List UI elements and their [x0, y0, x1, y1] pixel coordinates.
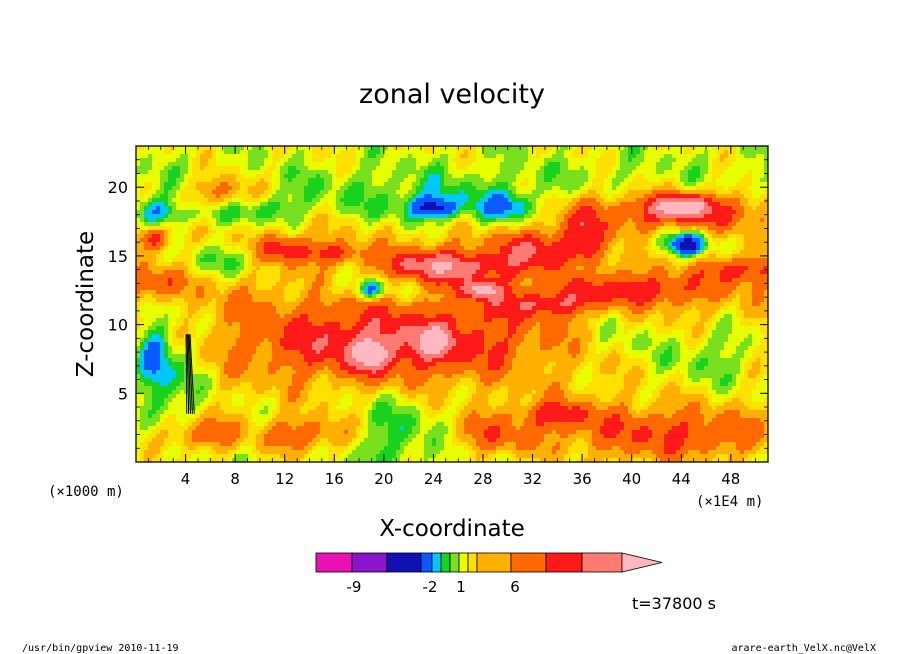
- colorbar-bin: [440, 552, 451, 573]
- y-tick-label: 15: [108, 247, 128, 266]
- colorbar: -9 -2 1 6: [315, 552, 663, 596]
- x-tick-label: 12: [275, 470, 294, 488]
- colorbar-tick-label: -9: [347, 578, 362, 596]
- colorbar-bin: [431, 552, 442, 573]
- x-tick-label: 48: [721, 470, 740, 488]
- chart-title: zonal velocity: [359, 79, 545, 110]
- footer-source-label: arare-earth_VelX.nc@VelX: [732, 643, 877, 654]
- footer-program-label: /usr/bin/gpview 2010-11-19: [22, 643, 179, 654]
- plot-frame: [135, 145, 769, 463]
- y-tick-label: 5: [118, 384, 128, 403]
- y-tick-label: 20: [108, 178, 128, 197]
- colorbar-tick-label: 1: [456, 578, 466, 596]
- colorbar-bin: [467, 552, 478, 573]
- x-tick-label: 8: [230, 470, 240, 488]
- x-axis-label: X-coordinate: [379, 516, 525, 542]
- colorbar-bin: [621, 552, 663, 573]
- time-label: t=37800 s: [632, 594, 716, 613]
- colorbar-bin: [545, 552, 583, 573]
- colorbar-bin: [315, 552, 353, 573]
- colorbar-tick-label: 6: [510, 578, 520, 596]
- colorbar-bin: [476, 552, 512, 573]
- x-tick-label: 32: [523, 470, 542, 488]
- x-tick-label: 16: [325, 470, 344, 488]
- y-tick-label: 10: [108, 316, 128, 335]
- x-tick-label: 28: [473, 470, 492, 488]
- colorbar-bin: [510, 552, 547, 573]
- x-tick-label: 4: [181, 470, 191, 488]
- x-axis-unit-right: (×1E4 m): [696, 494, 763, 510]
- colorbar-bin: [581, 552, 623, 573]
- x-tick-label: 40: [622, 470, 641, 488]
- x-tick-label: 36: [573, 470, 592, 488]
- colorbar-bin: [449, 552, 460, 573]
- colorbar-tick-label: -2: [423, 578, 438, 596]
- contour-streak: [185, 334, 195, 414]
- y-axis-label: Z-coordinate: [73, 231, 99, 377]
- x-axis-unit-left: (×1000 m): [48, 484, 124, 500]
- x-tick-label: 20: [374, 470, 393, 488]
- x-tick-label: 44: [672, 470, 691, 488]
- colorbar-bin: [458, 552, 469, 573]
- colorbar-bin: [386, 552, 422, 573]
- colorbar-bin: [351, 552, 388, 573]
- colorbar-bin: [420, 552, 433, 573]
- x-tick-label: 24: [424, 470, 443, 488]
- heatmap-cells: [136, 146, 768, 462]
